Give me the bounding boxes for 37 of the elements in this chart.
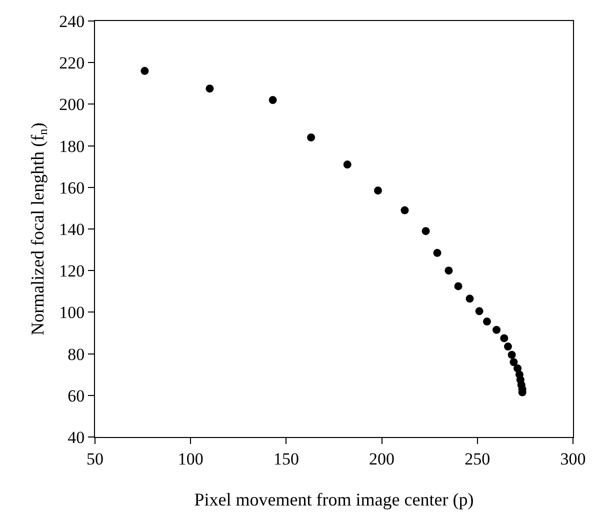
x-tick-label: 250 bbox=[464, 449, 490, 468]
y-tick-label: 100 bbox=[59, 303, 85, 322]
y-tick-label: 120 bbox=[59, 262, 85, 281]
point bbox=[454, 282, 462, 290]
x-tick-label: 200 bbox=[369, 449, 395, 468]
point bbox=[504, 342, 512, 351]
point bbox=[422, 227, 430, 236]
point bbox=[140, 66, 149, 75]
y-tick-label: 200 bbox=[59, 95, 85, 114]
point bbox=[433, 248, 442, 257]
point bbox=[307, 133, 316, 142]
point bbox=[374, 186, 382, 195]
y-tick-label: 180 bbox=[59, 136, 85, 156]
point bbox=[466, 294, 474, 303]
point bbox=[400, 206, 409, 214]
y-tick-label: 60 bbox=[68, 386, 85, 406]
point bbox=[206, 84, 214, 93]
y-tick-label: 40 bbox=[68, 428, 85, 447]
point bbox=[500, 334, 508, 342]
y-tick-label: 80 bbox=[68, 344, 85, 364]
point bbox=[482, 318, 491, 326]
point bbox=[444, 266, 453, 275]
point bbox=[475, 307, 484, 316]
x-tick-label: 50 bbox=[86, 449, 104, 468]
y-tick-label: 220 bbox=[59, 54, 85, 73]
y-tick-label: 140 bbox=[59, 220, 85, 239]
y-tick-label: 160 bbox=[59, 178, 85, 198]
x-axis-title: Pixel movement from image center (p) bbox=[194, 490, 474, 510]
point bbox=[510, 358, 518, 366]
point bbox=[343, 160, 352, 169]
x-tick-label: 150 bbox=[273, 449, 299, 468]
point bbox=[508, 350, 516, 359]
point bbox=[268, 96, 277, 104]
x-tick-label: 100 bbox=[178, 449, 204, 468]
point bbox=[492, 326, 501, 334]
x-tick-label: 300 bbox=[560, 449, 586, 468]
y-tick-label: 240 bbox=[59, 12, 85, 31]
